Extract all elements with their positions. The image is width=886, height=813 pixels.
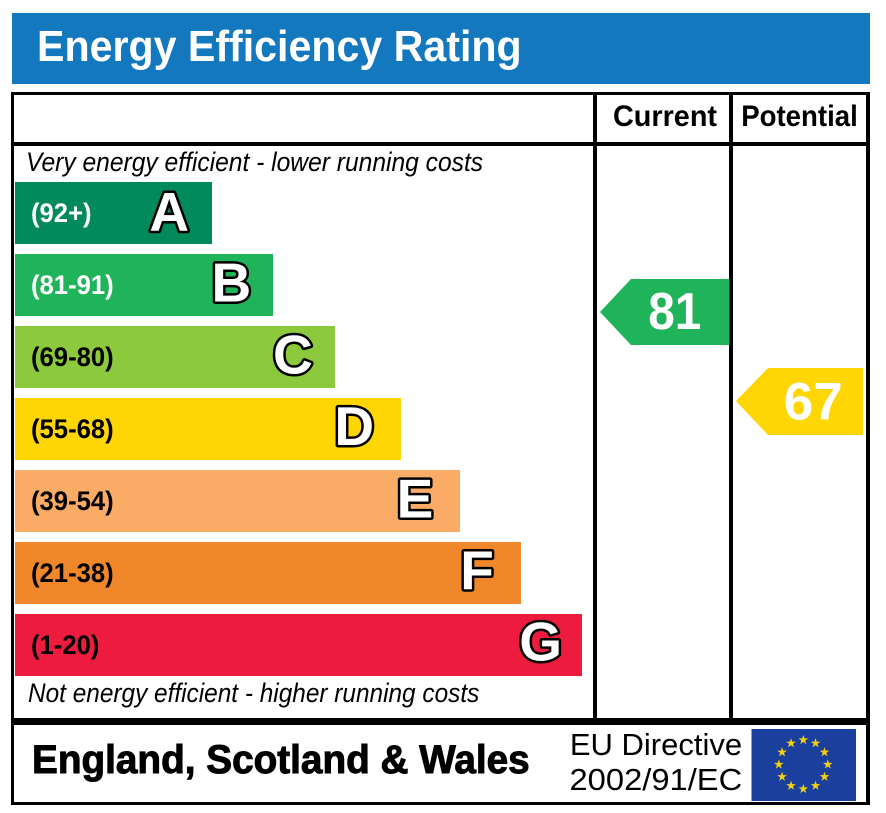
svg-text:B: B	[212, 252, 252, 314]
svg-text:67: 67	[784, 372, 843, 431]
svg-text:G: G	[519, 611, 562, 673]
svg-text:C: C	[273, 324, 313, 386]
svg-text:E: E	[397, 468, 434, 530]
svg-text:81: 81	[648, 282, 701, 340]
svg-text:D: D	[334, 395, 374, 457]
svg-text:F: F	[460, 540, 494, 602]
svg-text:A: A	[149, 181, 189, 243]
